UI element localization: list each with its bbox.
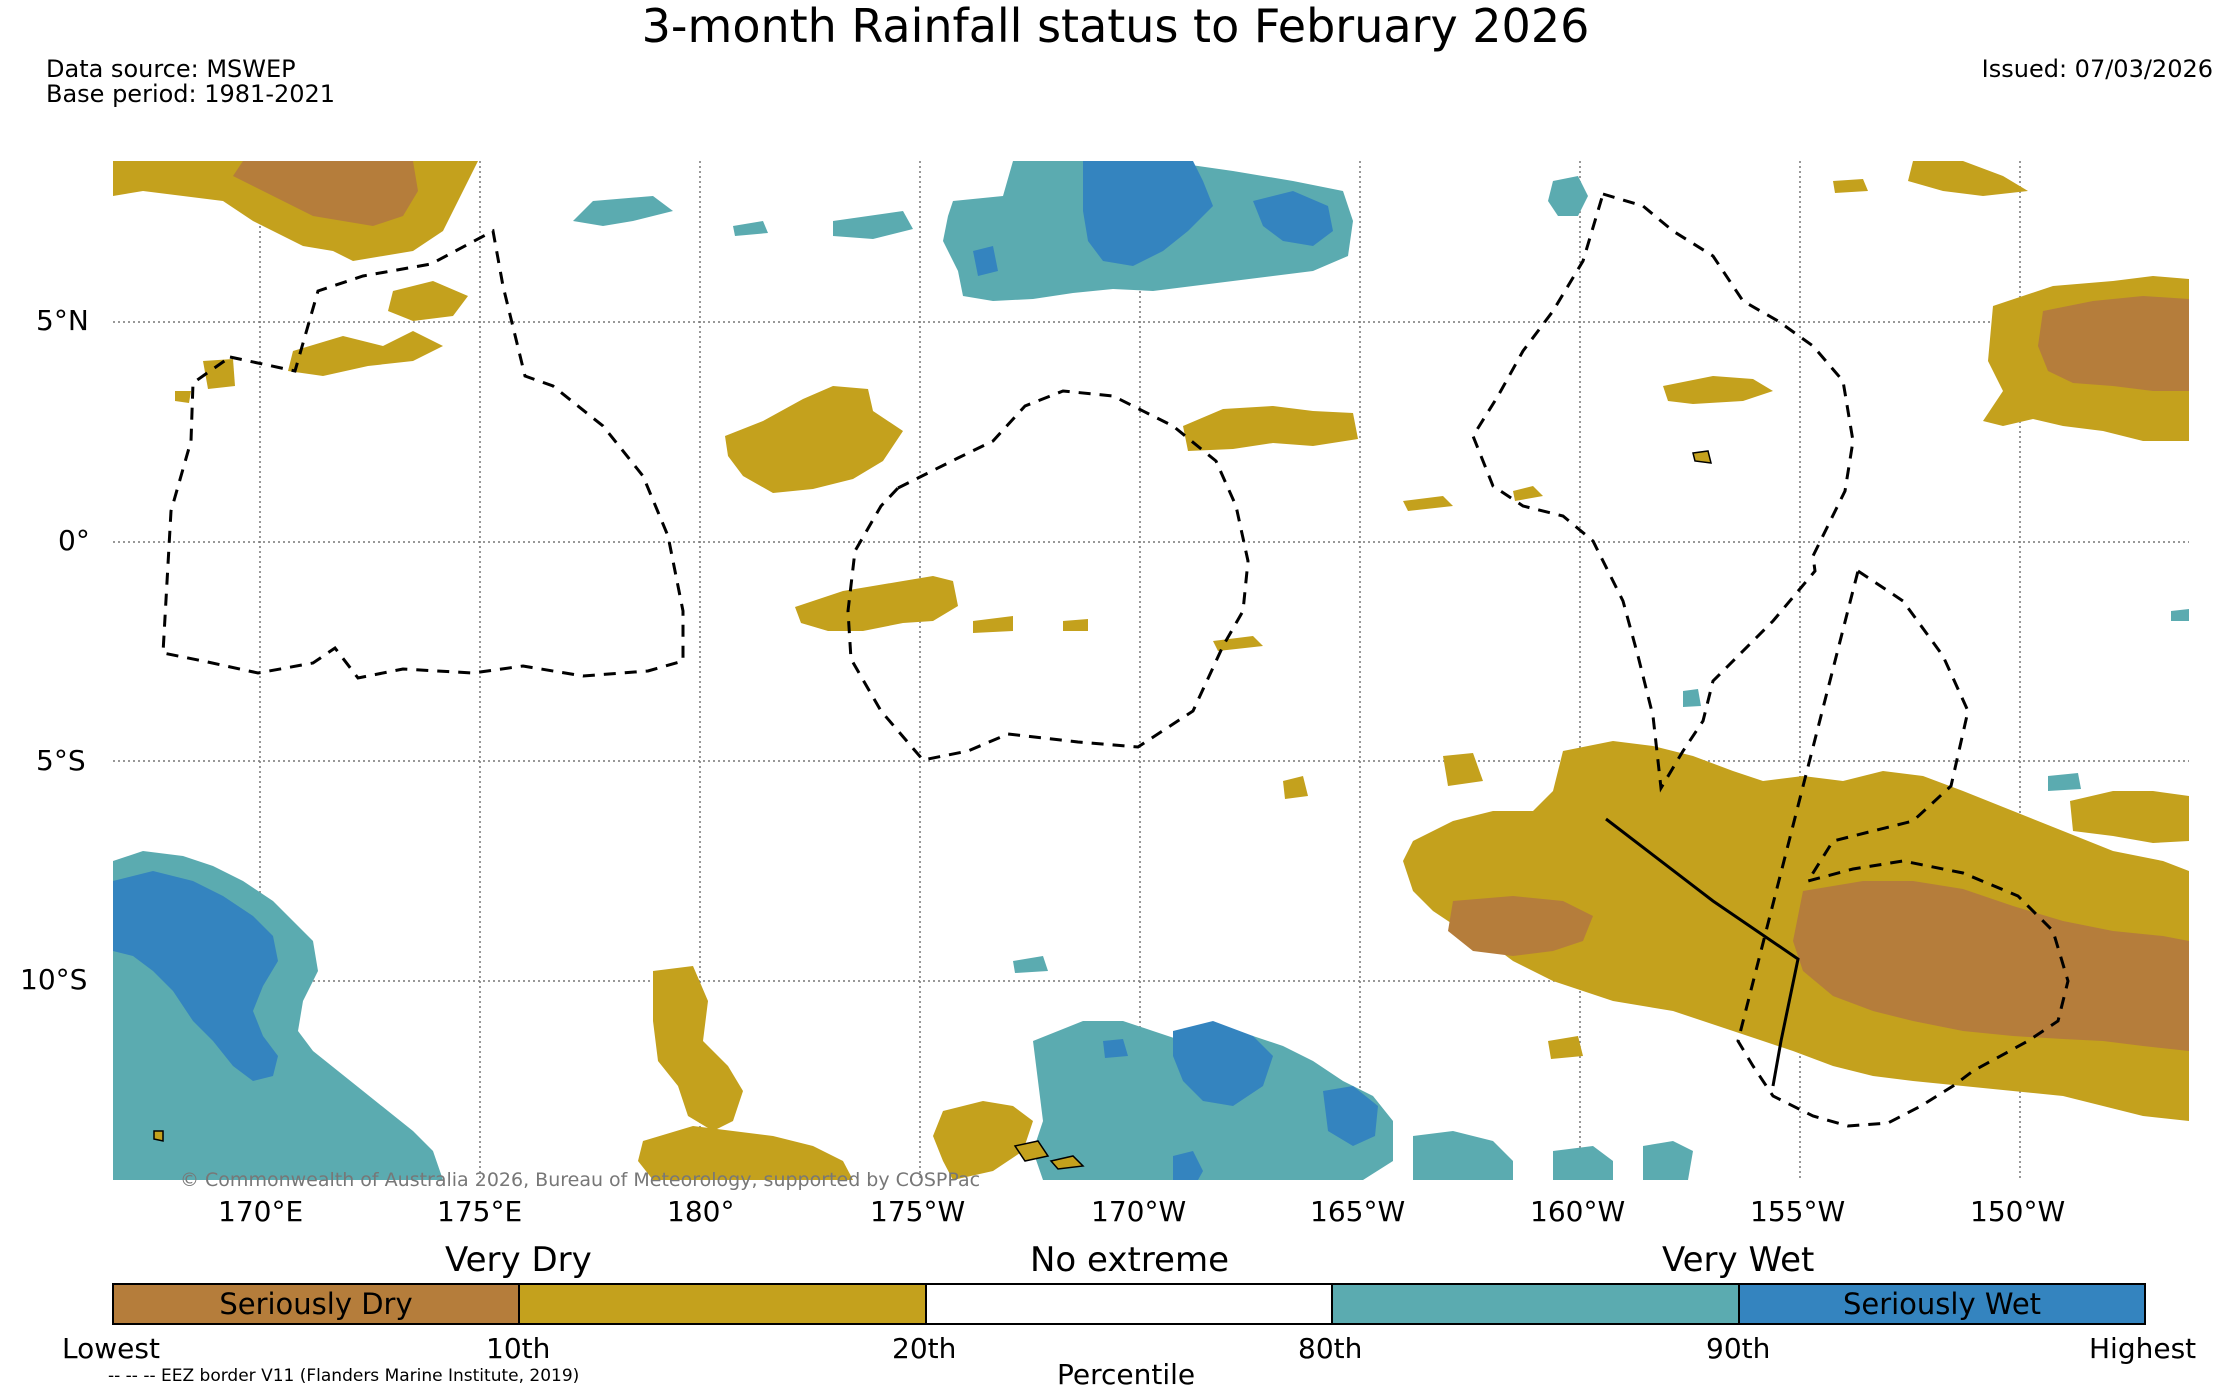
eez-borders (161, 192, 2070, 1128)
map-title: 3-month Rainfall status to February 2026 (641, 0, 1590, 53)
rainfall-map (113, 161, 2189, 1180)
issued-date: Issued: 07/03/2026 (1981, 55, 2213, 83)
legend-tick-lowest: Lowest (62, 1332, 160, 1365)
seriously-wet-regions (113, 161, 1378, 1180)
lon-label-155w: 155°W (1750, 1195, 1846, 1228)
lat-label-5s: 5°S (36, 744, 86, 777)
boundary-solid (1605, 817, 1800, 1087)
legend-tick-10th: 10th (486, 1332, 551, 1365)
base-period: Base period: 1981-2021 (46, 80, 336, 108)
eez-border-cook-islands (1736, 568, 2070, 1128)
eez-border-note: -- -- -- EEZ border V11 (Flanders Marine… (108, 1366, 580, 1386)
legend-tick-highest: Highest (2089, 1332, 2197, 1365)
lon-label-180: 180° (667, 1195, 735, 1228)
lon-label-170e: 170°E (218, 1195, 304, 1228)
lon-label-175e: 175°E (437, 1195, 523, 1228)
legend-category-no-extreme: No extreme (1030, 1240, 1230, 1280)
legend-very-dry (520, 1285, 927, 1323)
legend-seriously-wet: Seriously Wet (1740, 1285, 2144, 1323)
lat-label-equator: 0° (58, 524, 90, 557)
legend-category-very-dry: Very Dry (445, 1240, 592, 1280)
legend-axis-title: Percentile (1057, 1358, 1196, 1391)
copyright-notice: © Commonwealth of Australia 2026, Bureau… (180, 1169, 981, 1191)
seriously-dry-regions (233, 161, 2189, 1051)
eez-border-phoenix (846, 389, 1250, 762)
islands (153, 450, 1712, 1170)
legend-category-very-wet: Very Wet (1662, 1240, 1815, 1280)
legend-tick-80th: 80th (1298, 1332, 1363, 1365)
eez-border-line-islands-north (1471, 192, 1855, 793)
lon-label-170w: 170°W (1091, 1195, 1187, 1228)
lat-label-5n: 5°N (36, 304, 89, 337)
legend-very-wet (1333, 1285, 1740, 1323)
legend-tick-20th: 20th (892, 1332, 957, 1365)
lon-label-165w: 165°W (1310, 1195, 1406, 1228)
legend-no-extreme (927, 1285, 1333, 1323)
eez-border-tuvalu-kiribati-west (161, 228, 685, 680)
legend-colorbar: Seriously Dry Seriously Wet (112, 1283, 2146, 1325)
data-source: Data source: MSWEP (46, 55, 296, 83)
dry-region-central-n (725, 386, 903, 493)
lat-label-10s: 10°S (20, 963, 88, 996)
lon-label-175w: 175°W (870, 1195, 966, 1228)
map-canvas (113, 161, 2189, 1180)
legend-tick-90th: 90th (1706, 1332, 1771, 1365)
lon-label-160w: 160°W (1530, 1195, 1626, 1228)
legend-seriously-dry: Seriously Dry (114, 1285, 520, 1323)
lon-label-150w: 150°W (1970, 1195, 2066, 1228)
